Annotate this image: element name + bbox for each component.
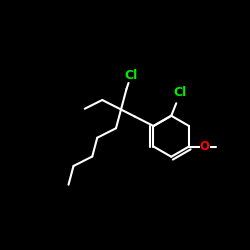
Text: O: O: [200, 140, 209, 153]
Text: Cl: Cl: [125, 69, 138, 82]
Text: Cl: Cl: [173, 86, 186, 99]
